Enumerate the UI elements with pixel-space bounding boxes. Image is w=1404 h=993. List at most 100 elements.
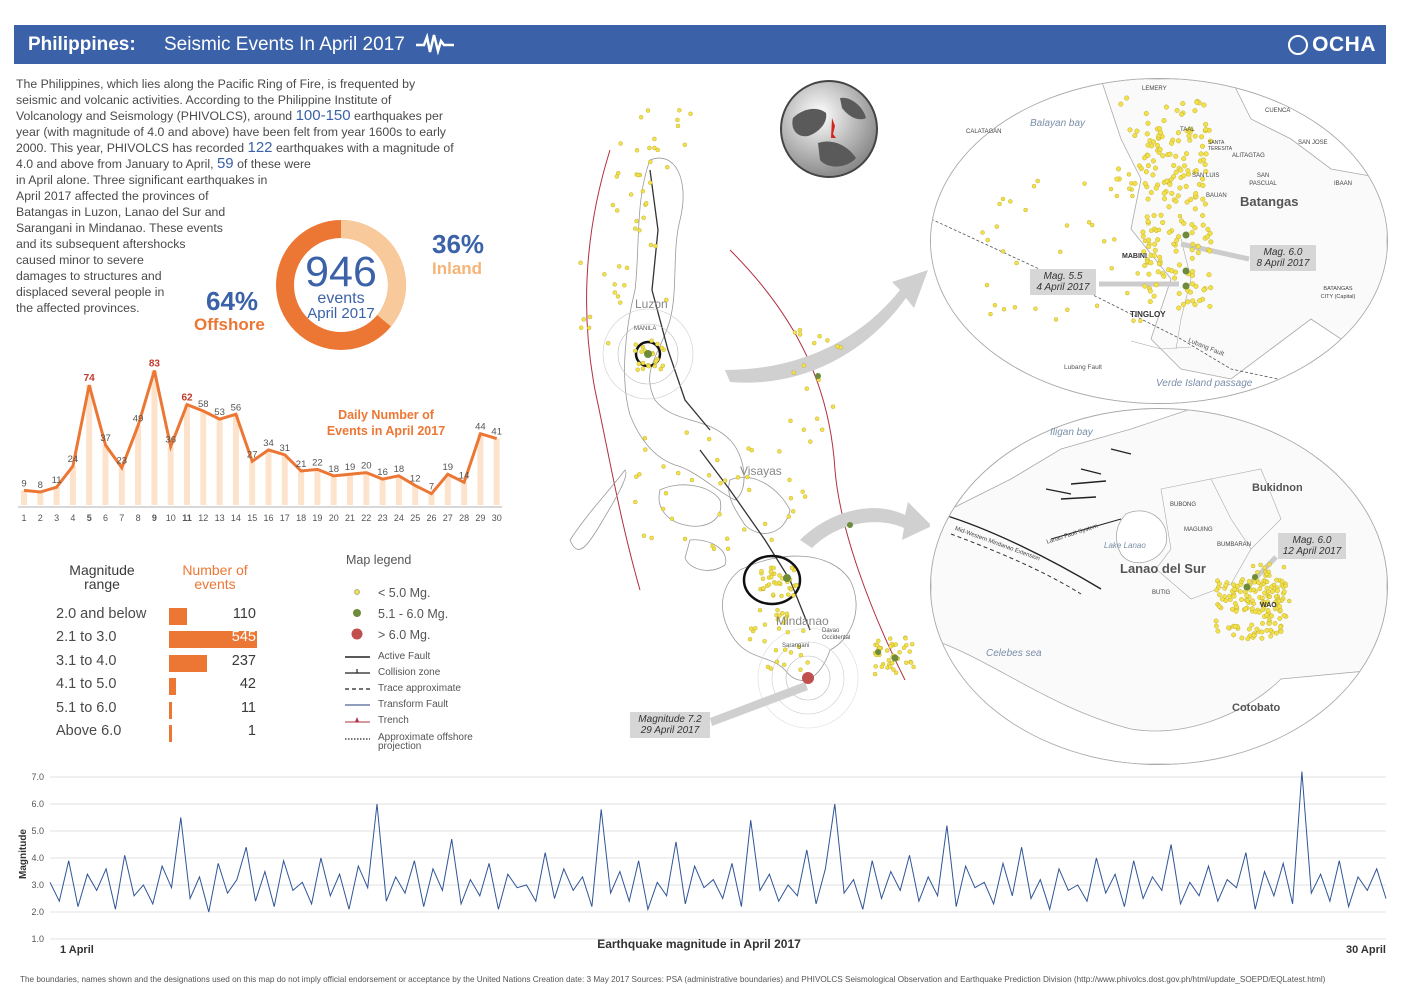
quake-dot xyxy=(1187,137,1193,143)
mag-line xyxy=(49,771,1387,913)
daily-day-13: 13 xyxy=(215,513,225,523)
daily-value-21: 19 xyxy=(345,462,356,473)
daily-value-24: 18 xyxy=(394,464,405,475)
quake-dot xyxy=(771,565,776,571)
quake-dot xyxy=(872,671,878,677)
quake-dot xyxy=(1082,181,1087,186)
quake-dot xyxy=(1175,138,1181,144)
quake-dot xyxy=(801,427,806,432)
daily-bar-7 xyxy=(118,467,125,505)
label-balayan-bay: Balayan bay xyxy=(1030,118,1086,129)
daily-value-8: 49 xyxy=(133,414,144,425)
quake-dot xyxy=(1169,190,1175,196)
quake-dot xyxy=(1109,266,1114,271)
quake-dot xyxy=(632,226,638,231)
globe-locator xyxy=(780,80,878,178)
mag-range-1: 2.1 to 3.0 xyxy=(56,629,117,646)
quake-dot xyxy=(1271,582,1277,588)
daily-bar-11 xyxy=(184,404,190,505)
mag-bar-2 xyxy=(169,654,208,672)
quake-dot xyxy=(1256,609,1262,615)
quake-dot xyxy=(648,242,654,248)
quake-dot xyxy=(873,664,878,669)
quake-dot xyxy=(783,647,788,652)
quake-dot xyxy=(1126,172,1132,177)
transform-line-icon xyxy=(345,704,370,706)
quake-dot xyxy=(1151,252,1157,258)
quake-dot xyxy=(1065,307,1070,313)
quake-dot xyxy=(1259,600,1265,606)
quake-dot xyxy=(1277,624,1283,630)
quake-dot xyxy=(1146,271,1152,277)
quake-dot xyxy=(725,546,731,551)
quake-dot xyxy=(1140,229,1146,235)
quake-dot xyxy=(1101,239,1107,244)
quake-dot xyxy=(1198,151,1204,157)
quake-dot xyxy=(786,514,791,519)
offshore-pct: 64% xyxy=(206,286,259,316)
quake-dot xyxy=(1149,143,1155,149)
daily-day-3: 3 xyxy=(54,513,59,523)
daily-value-26: 7 xyxy=(429,482,434,493)
quake-dot xyxy=(586,325,592,331)
quake-dot xyxy=(1216,581,1222,587)
quake-dot xyxy=(1281,564,1287,570)
quake-dot xyxy=(1274,588,1280,594)
quake-dot xyxy=(787,477,792,483)
quake-dot xyxy=(835,344,840,349)
quake-dot xyxy=(706,473,712,478)
daily-day-15: 15 xyxy=(247,513,257,523)
donut-total: 946 xyxy=(305,248,377,296)
quake-dot xyxy=(768,569,773,574)
quake-dot xyxy=(988,311,993,317)
daily-bar-8 xyxy=(135,425,142,505)
quake-dot xyxy=(1145,218,1151,224)
quake-dot xyxy=(1181,173,1187,179)
quake-dot xyxy=(1229,606,1235,612)
daily-day-24: 24 xyxy=(394,513,404,523)
quake-dot xyxy=(779,593,784,599)
quake-dot xyxy=(1185,299,1191,305)
quake-dot xyxy=(642,436,648,441)
quake-dot xyxy=(1155,269,1161,275)
quake-dot xyxy=(1190,281,1196,287)
quake-dot xyxy=(638,115,644,120)
callout-mag72: Magnitude 7.2 29 April 2017 xyxy=(630,712,710,738)
palawan-island xyxy=(569,469,627,550)
callout-mag60-batangas: Mag. 6.0 8 April 2017 xyxy=(1250,245,1316,271)
quake-dot xyxy=(1267,562,1272,567)
header-banner: Philippines: Seismic Events In April 201… xyxy=(14,25,1386,64)
quake-dot xyxy=(578,325,584,330)
quake-dot xyxy=(788,650,794,655)
offshore-label: Offshore xyxy=(194,315,265,334)
quake-dot xyxy=(1160,219,1166,225)
quake-dot xyxy=(1207,230,1213,236)
quake-red-mag72 xyxy=(802,672,814,684)
daily-value-27: 19 xyxy=(443,462,454,473)
quake-dot xyxy=(1200,212,1206,218)
quake-dot xyxy=(760,576,766,581)
quake-dot xyxy=(1251,587,1256,593)
quake-dot xyxy=(749,448,755,453)
quake-dot xyxy=(980,230,985,235)
quake-dot xyxy=(1190,298,1196,304)
quake-dot xyxy=(777,573,782,578)
quake-dot xyxy=(1192,302,1198,308)
quake-dot xyxy=(997,201,1002,207)
quake-dot xyxy=(780,611,785,616)
mag-count-4: 11 xyxy=(240,699,256,716)
visayas-islands xyxy=(658,476,791,571)
quake-dot xyxy=(1203,127,1209,133)
quake-dot xyxy=(1239,635,1245,641)
inset-lanao xyxy=(930,408,1388,765)
label-davao: Davao Occidental xyxy=(822,628,851,641)
quake-dot xyxy=(616,264,622,269)
mag-range-header: Magnitude range xyxy=(69,562,135,592)
mag-ytick-2: 5.0 xyxy=(31,826,44,836)
magnitude-table: 2.0 and below 110 2.1 to 3.0 545 3.1 to 4.0 2… xyxy=(56,606,266,746)
quake-dot xyxy=(648,159,653,165)
quake-dot xyxy=(1142,263,1148,269)
quake-dot xyxy=(796,644,802,650)
quake-dot xyxy=(1187,126,1193,132)
quake-dot xyxy=(1207,248,1213,254)
